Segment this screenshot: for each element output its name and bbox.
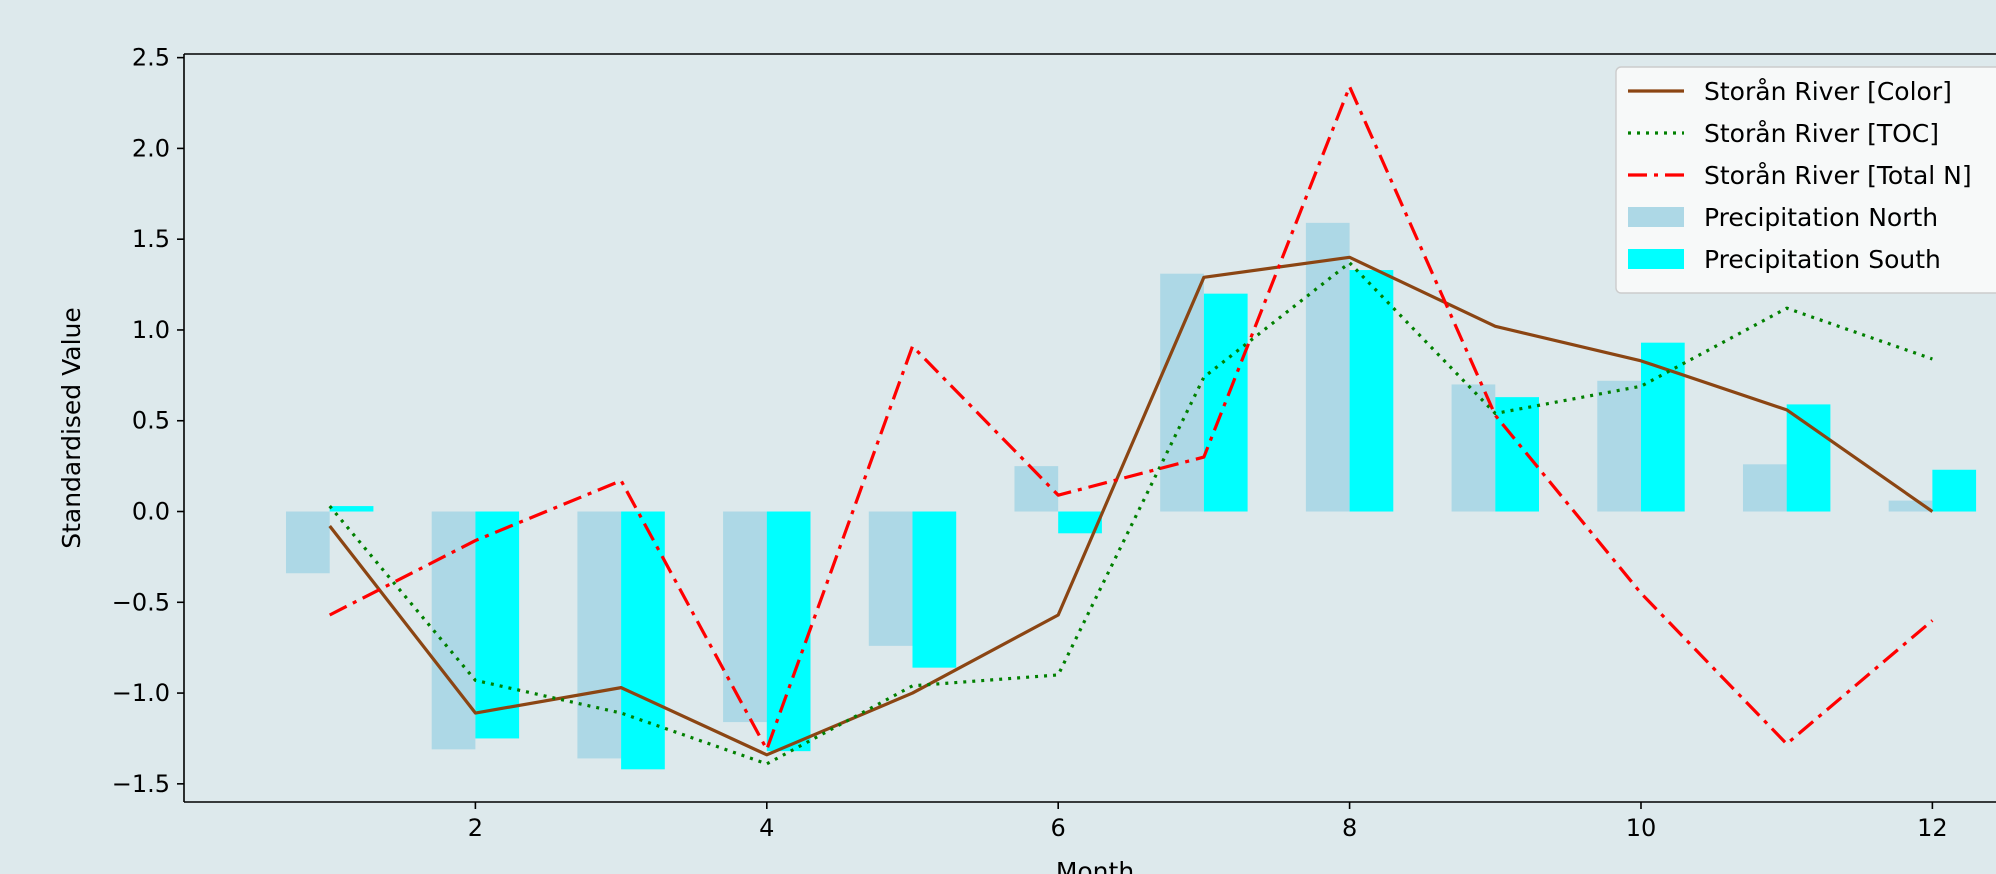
legend-entry-label: Storån River [TOC]	[1704, 119, 1939, 148]
legend-entry-label: Storån River [Color]	[1704, 77, 1952, 106]
bar-mark	[1786, 404, 1831, 512]
y-axis-label: Standardised Value	[57, 307, 86, 549]
x-tick-label: 6	[1051, 814, 1066, 842]
bar-series-1	[285, 222, 1933, 759]
bar-mark	[431, 511, 476, 750]
line-series-group	[328, 85, 1934, 766]
y-tick-label: 2.0	[132, 134, 170, 162]
line-series-3	[328, 85, 1934, 751]
bar-mark	[1932, 469, 1977, 512]
y-tick-label: 1.0	[132, 316, 170, 344]
bar-series-2	[329, 270, 1977, 770]
line-series-2	[328, 261, 1933, 766]
bar-mark	[1495, 397, 1539, 512]
y-tick-label: 0.0	[132, 498, 170, 526]
bar-mark	[1597, 380, 1641, 512]
y-tick-label: 0.5	[132, 407, 170, 435]
legend-entry-label: Storån River [Total N]	[1704, 161, 1972, 190]
y-tick-label: −1.5	[112, 770, 170, 798]
bar-mark	[577, 511, 622, 759]
ticks-group: 2 4 6 8 10 12 −1.5 −1.0 −0.5 0.0 0.5 1.0 1.5 2.0 2.5	[112, 44, 1948, 842]
bar-mark	[329, 506, 374, 512]
bar-mark	[1349, 270, 1394, 512]
legend-entry-label: Precipitation North	[1704, 203, 1938, 232]
bar-mark	[475, 511, 520, 739]
y-tick-label: 2.5	[132, 44, 170, 72]
bar-mark	[1160, 273, 1204, 512]
legend-entry-label: Precipitation South	[1704, 245, 1941, 274]
legend-box	[1615, 66, 1996, 294]
x-tick-label: 2	[468, 814, 483, 842]
bar-mark	[1742, 464, 1787, 512]
bar-mark	[868, 511, 913, 646]
bar-mark	[1058, 511, 1102, 534]
y-tick-label: −1.0	[112, 679, 170, 707]
x-tick-label: 8	[1342, 814, 1357, 842]
legend: Storån River [Color] Storån River [TOC] St…	[1615, 66, 1996, 294]
x-axis-label: Month	[1056, 857, 1134, 874]
bar-mark	[285, 511, 330, 574]
bar-mark	[912, 511, 957, 668]
x-tick-label: 10	[1626, 814, 1657, 842]
axes-group	[183, 53, 1996, 803]
bar-mark	[1640, 342, 1685, 512]
legend-patch-swatch	[1628, 249, 1684, 269]
legend-patch-swatch	[1628, 207, 1684, 227]
bar-mark	[1888, 500, 1933, 512]
plot-area	[285, 85, 1977, 770]
y-tick-label: −0.5	[112, 588, 170, 616]
bar-mark	[766, 511, 811, 752]
bar-mark	[723, 511, 767, 723]
bar-series-group	[285, 222, 1977, 770]
x-tick-label: 12	[1917, 814, 1948, 842]
y-tick-label: 1.5	[132, 225, 170, 253]
bar-mark	[1305, 222, 1350, 512]
x-tick-label: 4	[759, 814, 774, 842]
line-series-1	[328, 255, 1934, 757]
